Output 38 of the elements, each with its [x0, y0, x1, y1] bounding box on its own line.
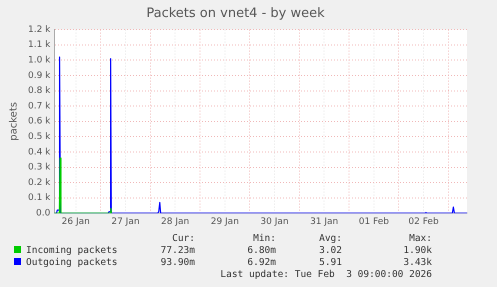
x-tick-label: 02 Feb [408, 216, 439, 227]
legend-label: Outgoing packets [25, 257, 118, 268]
text: 6.92m [247, 257, 276, 268]
x-tick-label: 01 Feb [358, 216, 390, 227]
y-tick-label: 0.6 k [28, 116, 52, 127]
x-tick-label: 28 Jan [161, 216, 190, 227]
text: Max: [409, 233, 432, 244]
text: 93.90m [160, 257, 195, 268]
x-tick-label: 26 Jan [62, 216, 90, 227]
y-tick-label: 1.2 k [28, 24, 52, 35]
y-tick-label: 0.2 k [28, 178, 52, 188]
y-tick-label: 1.0 k [28, 56, 52, 66]
legend-label: Incoming packets [25, 245, 118, 256]
y-axis-title: packets [8, 102, 20, 141]
y-tick-label: 1.1 k [28, 40, 52, 50]
y-tick-label: 0.0 [36, 208, 51, 219]
x-tick-label: 29 Jan [210, 216, 239, 227]
y-tick-label: 0.3 k [28, 162, 52, 173]
x-tick-label: 27 Jan [111, 216, 140, 227]
text: 3.02 [319, 245, 342, 256]
y-tick-label: 0.9 k [28, 70, 52, 81]
text: 3.43k [403, 257, 432, 268]
text: Avg: [319, 233, 342, 244]
text: Min: [253, 233, 276, 244]
text: Last update: Tue Feb 3 09:00:00 2026 [220, 269, 432, 280]
y-tick-label: 0.4 k [28, 147, 52, 158]
x-tick-label: 31 Jan [310, 216, 338, 227]
y-tick-label: 0.5 k [28, 132, 52, 142]
x-tick-label: 30 Jan [260, 216, 289, 227]
text: 6.80m [247, 245, 276, 256]
y-tick-label: 0.8 k [28, 86, 52, 96]
text: Cur: [172, 233, 195, 244]
text: 77.23m [160, 245, 195, 256]
text: 5.91 [319, 257, 342, 268]
y-tick-label: 0.1 k [28, 193, 52, 204]
text: 1.90k [403, 245, 432, 256]
chart-title: Packets on vnet4 - by week [146, 6, 326, 22]
y-tick-label: 0.7 k [28, 101, 52, 112]
